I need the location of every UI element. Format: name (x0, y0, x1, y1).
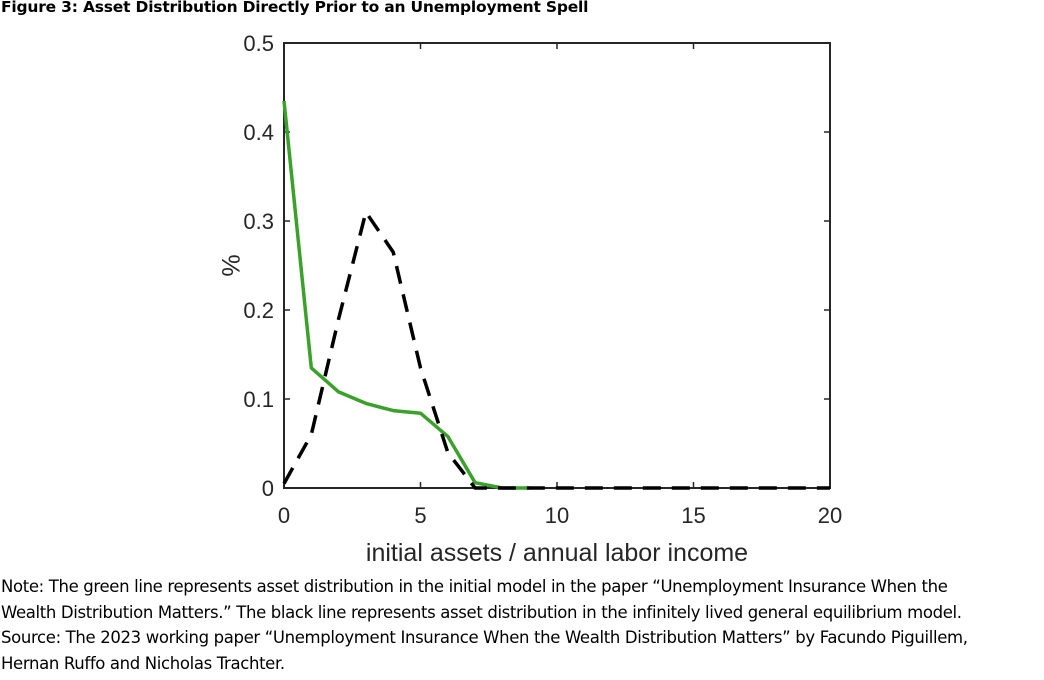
plot-frame (283, 42, 831, 489)
y-tick-label: 0.5 (243, 31, 274, 56)
x-tick-label: 0 (278, 503, 290, 528)
y-axis-label: % (216, 254, 244, 276)
x-tick-label: 15 (681, 503, 705, 528)
x-tick-label: 10 (545, 503, 569, 528)
series-line-black-dashed (282, 210, 830, 490)
plot-area: 0 5 10 15 20 0 0.1 0.2 0.3 0.4 0.5 initial assets /… (216, 31, 842, 567)
series-line-green (282, 100, 530, 490)
note-line: Wealth Distribution Matters.” The black … (1, 602, 962, 622)
line-chart: 0 5 10 15 20 0 0.1 0.2 0.3 0.4 0.5 initial assets /… (216, 31, 842, 567)
y-tick-label: 0.1 (243, 387, 274, 412)
figure-title: Figure 3: Asset Distribution Directly Pr… (1, 0, 589, 16)
figure-note: Note: The green line represents asset di… (1, 574, 1041, 676)
note-line: Note: The green line represents asset di… (1, 577, 948, 596)
y-tick-label: 0 (262, 476, 274, 501)
y-tick-label: 0.4 (243, 120, 274, 145)
x-tick-label: 5 (414, 503, 426, 528)
note-line: Source: The 2023 working paper “Unemploy… (1, 628, 968, 647)
y-tick-label: 0.2 (243, 298, 274, 323)
y-tick-label: 0.3 (243, 209, 274, 234)
x-axis-label: initial assets / annual labor income (366, 539, 748, 567)
note-line: Hernan Ruffo and Nicholas Trachter. (1, 653, 285, 673)
x-tick-label: 20 (818, 503, 842, 528)
